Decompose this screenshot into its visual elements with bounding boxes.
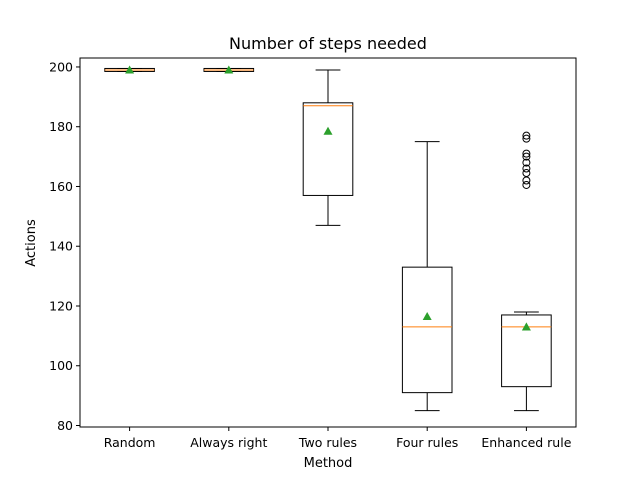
y-axis-label: Actions [24, 219, 39, 267]
x-tick-label: Random [104, 435, 156, 450]
outlier-point [522, 169, 531, 178]
mean-marker [521, 322, 531, 331]
mean-marker [224, 65, 234, 74]
box-group [302, 69, 354, 226]
y-tick-label: 180 [49, 119, 73, 134]
box-group [203, 65, 255, 74]
y-tick-label: 100 [49, 358, 73, 373]
x-tick-label: Always right [190, 435, 267, 450]
outlier-point [522, 131, 531, 140]
box-group [104, 65, 155, 74]
y-tick-label: 80 [57, 418, 73, 433]
outlier-point [522, 149, 531, 158]
box [501, 314, 552, 388]
box [302, 102, 354, 196]
outlier-point [522, 164, 531, 173]
outlier-point [522, 134, 531, 143]
outlier-point [522, 180, 531, 189]
x-tick-label: Enhanced rule [481, 435, 571, 450]
axes: Random Always right Two rules Four rules Enh… [49, 59, 572, 450]
box-group [501, 131, 552, 412]
mean-marker [323, 126, 333, 135]
y-tick-label: 160 [49, 179, 73, 194]
outlier-point [522, 158, 531, 167]
mean-marker [422, 311, 432, 321]
box [401, 266, 453, 394]
x-tick-label: Four rules [396, 435, 458, 450]
y-tick-label: 200 [49, 59, 73, 74]
mean-marker [125, 65, 135, 74]
plot-marks [104, 65, 552, 412]
y-tick-label: 140 [49, 239, 73, 254]
y-tick-label: 120 [49, 298, 73, 313]
x-axis-label: Method [304, 456, 353, 471]
x-tick-label: Two rules [298, 435, 357, 450]
outlier-point [522, 152, 531, 161]
box-group [401, 141, 453, 412]
chart-title: Number of steps needed [229, 34, 427, 53]
